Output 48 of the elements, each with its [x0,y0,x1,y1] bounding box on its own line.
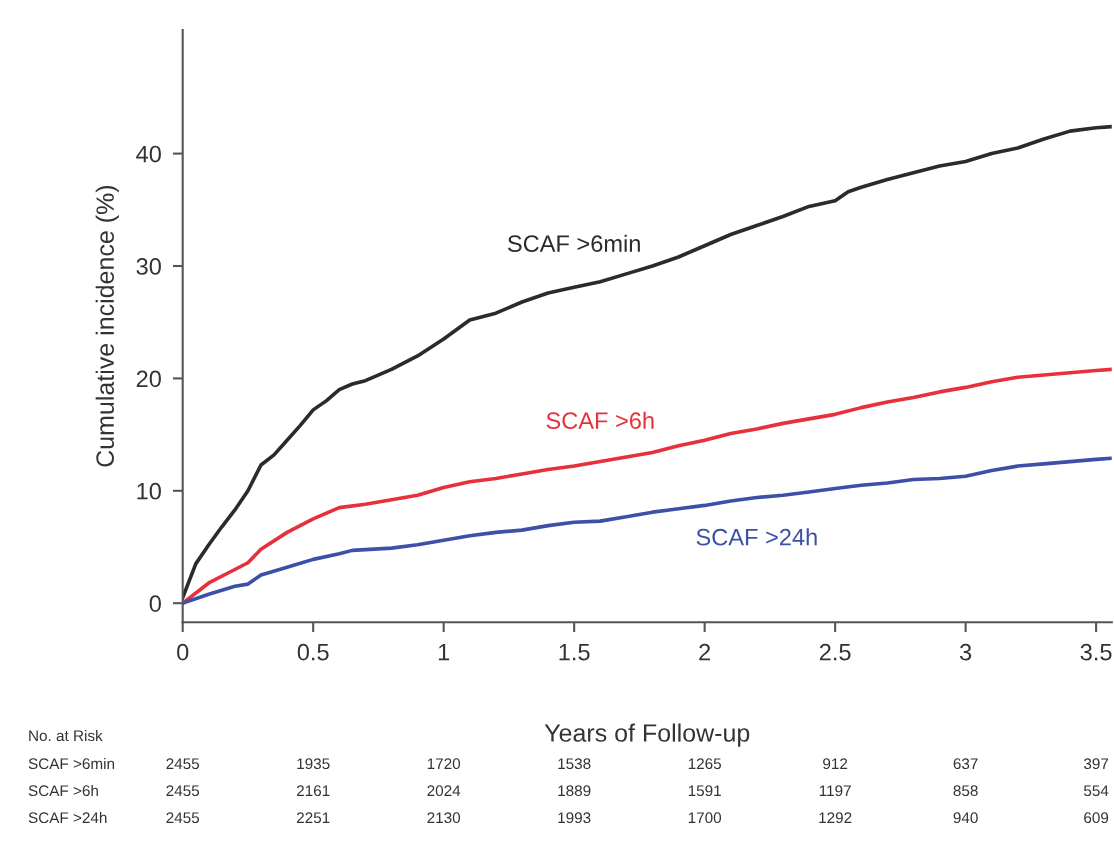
y-tick-label: 10 [137,482,161,500]
text: 2455 [166,812,200,824]
text: 1538 [558,758,591,770]
text: SCAF >6min [28,757,115,770]
x-tick-label: 2.5 [819,643,851,661]
text: 1700 [688,812,722,824]
text: 609 [1084,812,1109,824]
y-tick-label: 20 [136,370,161,388]
x-tick-label: 3 [959,643,972,661]
x-tick-label: 1 [438,644,450,661]
text: 2251 [296,812,330,824]
text: 1935 [297,758,330,770]
text: 2161 [296,785,330,797]
text: 397 [1083,758,1109,770]
x-tick-label: 2 [699,643,711,661]
text: 1993 [558,812,591,824]
text: 1591 [688,785,721,797]
text: 912 [823,758,848,770]
text: 2024 [427,785,461,797]
text: 1265 [688,758,721,770]
text: 2455 [166,785,200,797]
text: 940 [953,812,978,824]
line-series [182,456,1112,606]
x-tick-label: 0 [177,643,189,661]
y-tick-label: 0 [149,595,161,612]
text: 637 [953,758,978,770]
x-tick-label: 1.5 [559,644,590,661]
y-tick-label: 40 [136,145,161,163]
series-label: SCAF >6h [546,411,654,430]
text: No. at Risk [29,729,103,742]
x-tick-label: 0.5 [297,643,329,661]
x-tick-label: 3.5 [1080,643,1112,661]
text: SCAF >24h [28,811,107,824]
y-axis-title: Cumulative incidence (%) [95,185,119,467]
text: 2455 [166,758,200,770]
x-axis-title: Years of Follow-up [544,723,750,747]
series-label: SCAF >24h [696,528,817,546]
text: 1889 [558,785,591,797]
text: 554 [1083,785,1109,797]
line-series [182,124,1112,600]
text: 1197 [819,785,851,797]
text: 1292 [819,812,852,824]
text: 2130 [427,812,461,824]
series-label: SCAF >6min [507,234,640,253]
text: 858 [953,785,978,797]
y-tick-label: 30 [136,258,161,275]
text: SCAF >6h [28,784,98,797]
text: 1720 [427,758,461,770]
